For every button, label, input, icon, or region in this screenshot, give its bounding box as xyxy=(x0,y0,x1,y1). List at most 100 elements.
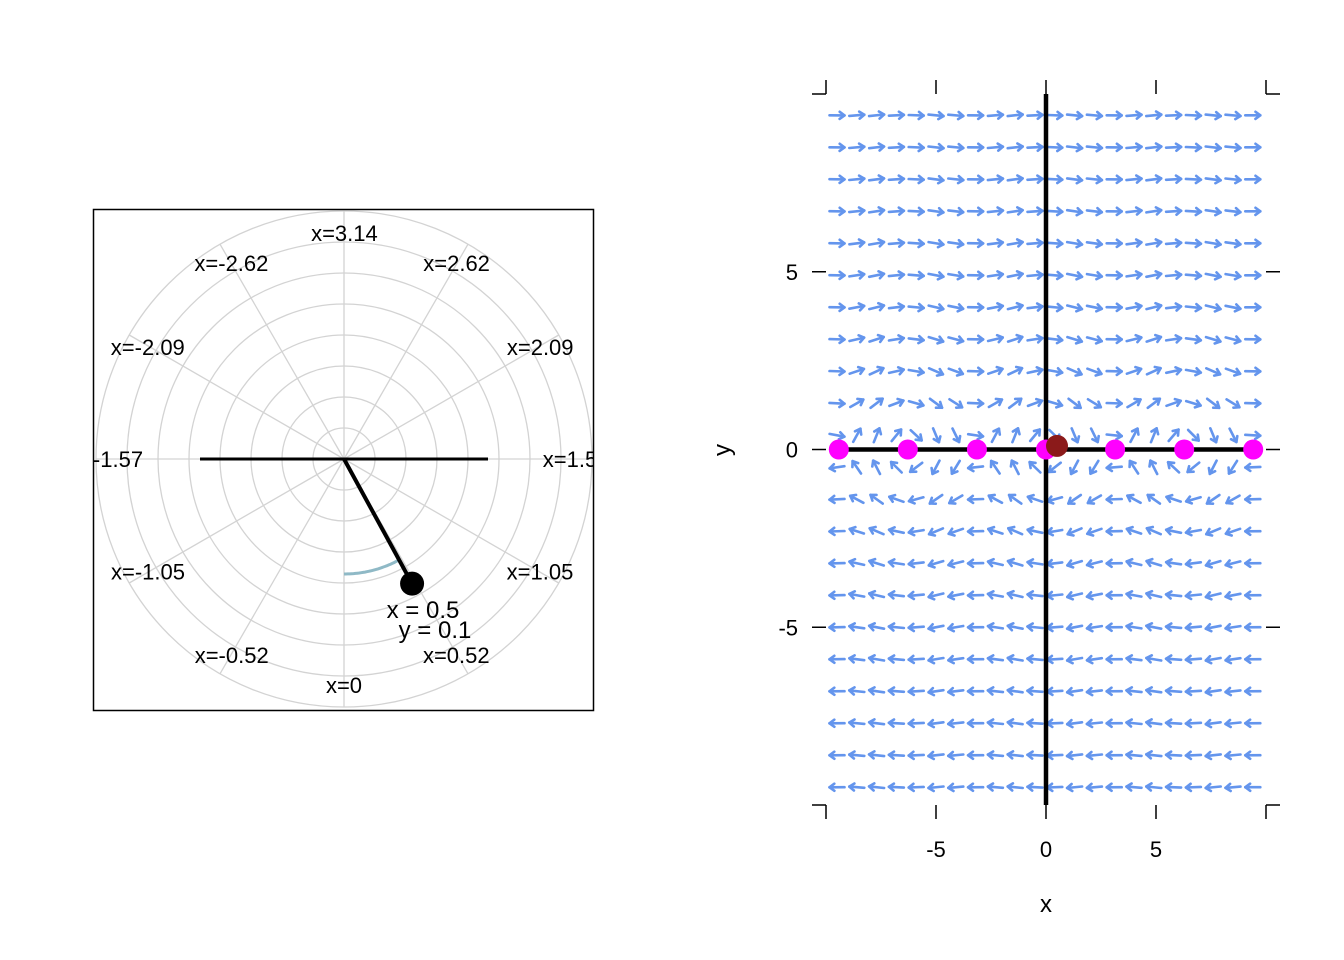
field-arrow xyxy=(1125,718,1143,728)
field-arrow xyxy=(1224,750,1242,761)
angle-label: -1.57 xyxy=(93,447,143,472)
field-arrow xyxy=(1204,623,1222,633)
field-arrow xyxy=(847,110,866,120)
field-arrow xyxy=(1105,238,1123,249)
field-arrow xyxy=(907,526,925,537)
field-arrow xyxy=(888,397,905,408)
field-arrow xyxy=(1105,174,1123,185)
field-arrow xyxy=(947,622,965,633)
field-arrow xyxy=(907,590,926,601)
field-arrow xyxy=(847,142,866,152)
field-arrow xyxy=(1070,427,1081,444)
field-arrow xyxy=(947,494,964,505)
field-arrow xyxy=(928,493,944,505)
field-arrow xyxy=(1125,590,1143,600)
field-points xyxy=(828,434,1264,460)
field-arrow xyxy=(1164,526,1183,536)
field-arrow xyxy=(1125,302,1143,312)
field-arrow xyxy=(1006,270,1024,280)
field-arrow xyxy=(828,334,846,345)
field-arrow xyxy=(986,206,1005,216)
field-arrow xyxy=(986,654,1005,664)
field-arrow xyxy=(828,398,846,409)
field-arrow xyxy=(1244,782,1262,793)
field-arrow xyxy=(966,302,985,313)
angle-label: x=2.62 xyxy=(423,251,490,276)
field-arrow xyxy=(1105,526,1123,537)
field-arrow xyxy=(1244,302,1262,313)
field-arrow xyxy=(868,333,886,344)
field-arrow xyxy=(1006,686,1024,696)
field-arrow xyxy=(1086,397,1103,409)
field-arrow xyxy=(1085,303,1104,313)
field-arrow xyxy=(951,427,962,444)
field-arrow xyxy=(1026,718,1044,728)
field-arrow xyxy=(1006,525,1024,536)
field-arrow xyxy=(887,493,905,504)
field-arrow xyxy=(1046,526,1064,537)
field-ticks: -5 0 5 -5 0 5 xyxy=(778,80,1280,862)
field-arrow xyxy=(1164,334,1183,344)
field-arrow xyxy=(867,301,886,312)
field-arrow xyxy=(1184,302,1203,313)
field-arrow xyxy=(1184,174,1203,185)
field-arrow xyxy=(927,527,945,537)
polar-spoke xyxy=(219,243,345,460)
field-arrow xyxy=(1046,495,1064,505)
field-arrow xyxy=(1006,718,1024,728)
field-arrow xyxy=(1046,399,1064,409)
field-arrow xyxy=(1105,686,1123,697)
field-arrow xyxy=(907,334,925,345)
field-arrow xyxy=(1046,142,1064,153)
angle-label: x=-2.09 xyxy=(111,335,185,360)
field-arrow xyxy=(1026,526,1044,536)
field-arrow xyxy=(1209,426,1219,444)
field-arrow xyxy=(1145,174,1163,184)
field-arrow xyxy=(1224,718,1242,729)
field-arrow xyxy=(887,654,906,664)
field-arrow xyxy=(1205,493,1221,505)
field-arrow xyxy=(947,527,965,537)
field-arrow xyxy=(1026,397,1044,408)
field-arrow xyxy=(1046,238,1064,249)
field-arrow xyxy=(828,526,846,537)
field-arrow xyxy=(927,239,945,249)
field-arrow xyxy=(947,559,965,569)
field-arrow xyxy=(1085,174,1104,185)
polar-spoke xyxy=(343,243,469,460)
field-arrow xyxy=(966,110,985,121)
field-arrow xyxy=(887,142,906,152)
field-arrow xyxy=(1125,142,1143,152)
field-arrow xyxy=(1244,366,1262,377)
angle-label: x=2.09 xyxy=(507,335,574,360)
field-arrow xyxy=(1164,174,1183,184)
field-arrow xyxy=(1204,206,1222,217)
field-arrow xyxy=(1204,335,1222,345)
field-arrow xyxy=(966,782,985,793)
field-arrow xyxy=(848,493,865,505)
field-arrow xyxy=(966,750,985,761)
polar-spoke xyxy=(343,334,560,460)
field-arrow xyxy=(1046,782,1064,793)
field-arrow xyxy=(1085,654,1104,665)
field-arrow xyxy=(946,142,965,153)
equilibrium-point xyxy=(966,439,987,460)
field-arrow xyxy=(1145,333,1163,344)
field-arrow xyxy=(907,142,926,153)
field-arrow xyxy=(947,238,965,249)
field-arrow xyxy=(1105,590,1123,601)
field-arrow xyxy=(868,365,885,376)
field-arrow xyxy=(1244,270,1262,281)
field-arrow xyxy=(1184,399,1202,409)
field-arrow xyxy=(1065,718,1084,729)
field-arrow xyxy=(887,366,906,376)
field-arrow xyxy=(867,110,886,120)
field-arrow xyxy=(1145,238,1163,248)
field-arrow xyxy=(1165,366,1183,376)
field-arrow xyxy=(987,397,1004,409)
field-arrow xyxy=(828,622,846,633)
field-arrow xyxy=(1125,654,1143,664)
field-arrow xyxy=(1224,654,1242,665)
field-arrow xyxy=(1204,782,1222,793)
field-arrow xyxy=(828,718,846,729)
